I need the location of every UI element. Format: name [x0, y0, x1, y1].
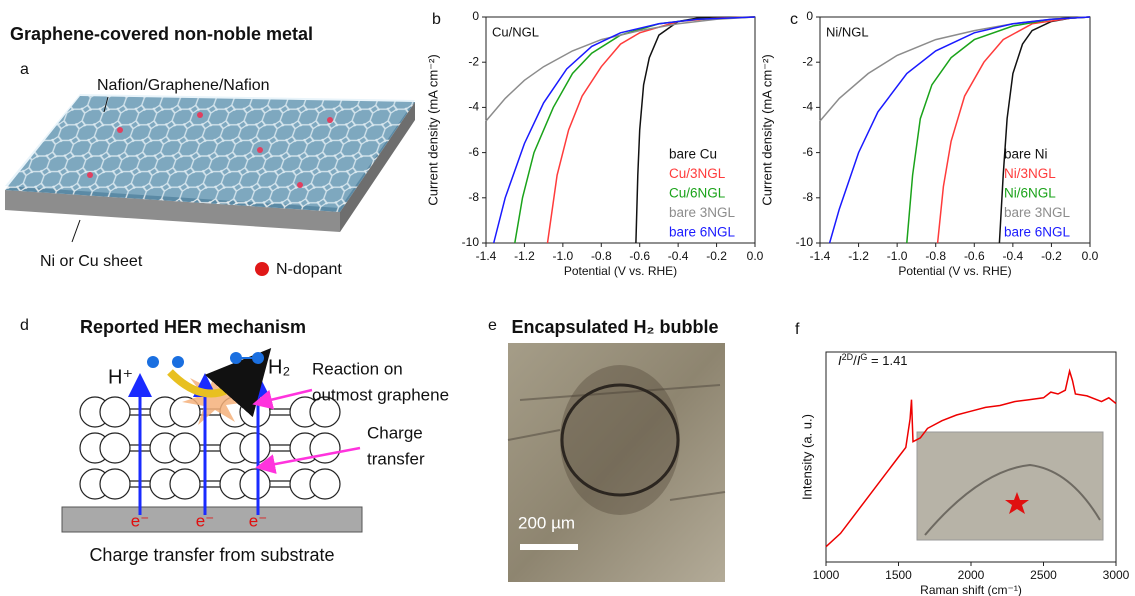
label: Nafion/Graphene/Nafion: [97, 77, 270, 94]
carbon: [170, 469, 200, 499]
x-axis-label: Potential (V vs. RHE): [898, 264, 1011, 278]
x-tick-label: 1500: [885, 568, 912, 582]
carbon: [100, 433, 130, 463]
proton-icon: [147, 356, 159, 368]
reaction-arrow: [170, 372, 250, 394]
x-axis-label: Potential (V vs. RHE): [564, 264, 677, 278]
legend-entry: bare 3NGL: [1004, 205, 1071, 220]
x-tick-label: -0.2: [1041, 249, 1062, 263]
x-tick-label: -0.6: [629, 249, 650, 263]
x-tick-label: -1.2: [514, 249, 535, 263]
y-tick-label: -6: [468, 145, 479, 159]
x-tick-label: -1.0: [887, 249, 908, 263]
y-tick-label: -2: [468, 54, 479, 68]
panel-letter: d: [20, 317, 29, 334]
annotation: I2D/IG = 1.41: [838, 352, 908, 368]
panel-title: Reported HER mechanism: [80, 317, 306, 337]
annotation-part: = 1.41: [867, 353, 907, 368]
carbon: [240, 469, 270, 499]
y-tick-label: 0: [806, 9, 813, 23]
panel-title: Encapsulated H₂ bubble: [511, 317, 718, 337]
panel-title: Graphene-covered non-noble metal: [10, 24, 313, 44]
x-tick-label: -0.4: [668, 249, 689, 263]
x-tick-label: -0.4: [1003, 249, 1024, 263]
micrograph: [508, 343, 725, 582]
x-tick-label: 2000: [958, 568, 985, 582]
label: H⁺: [108, 366, 133, 388]
x-tick-label: -1.4: [476, 249, 497, 263]
x-tick-label: -0.8: [591, 249, 612, 263]
annotation-part: G: [860, 352, 867, 362]
y-tick-label: 0: [472, 9, 479, 23]
legend-entry: bare Ni: [1004, 147, 1048, 162]
x-tick-label: -1.4: [810, 249, 831, 263]
legend-entry: bare 6NGL: [1004, 225, 1071, 240]
annotation: Ni/NGL: [826, 24, 869, 39]
annotation: Cu/NGL: [492, 24, 539, 39]
x-tick-label: 0.0: [1082, 249, 1099, 263]
y-tick-label: -8: [468, 190, 479, 204]
y-tick-label: -6: [802, 145, 813, 159]
x-tick-label: 1000: [813, 568, 840, 582]
x-tick-label: -1.0: [553, 249, 574, 263]
carbon: [310, 469, 340, 499]
legend-entry: bare 3NGL: [669, 205, 736, 220]
x-tick-label: -0.8: [925, 249, 946, 263]
legend-entry: Cu/3NGL: [669, 166, 726, 181]
label: transfer: [367, 449, 425, 468]
h2-icon: [230, 352, 242, 364]
electron-label: e⁻: [249, 511, 267, 530]
x-tick-label: 3000: [1103, 568, 1130, 582]
h2-icon: [252, 352, 264, 364]
label: Charge: [367, 423, 423, 442]
caption: Charge transfer from substrate: [89, 545, 334, 565]
carbon: [100, 397, 130, 427]
label: outmost graphene: [312, 385, 449, 404]
x-axis-label: Raman shift (cm⁻¹): [920, 583, 1022, 596]
y-tick-label: -4: [802, 100, 813, 114]
x-tick-label: 2500: [1030, 568, 1057, 582]
y-axis-label: Current density (mA cm⁻²): [759, 54, 774, 205]
label: Ni or Cu sheet: [40, 253, 143, 270]
legend-entry: Ni/6NGL: [1004, 186, 1056, 201]
y-axis-label: Intensity (a. u.): [799, 414, 814, 500]
legend-entry: Cu/6NGL: [669, 186, 726, 201]
proton-icon: [172, 356, 184, 368]
label: Reaction on: [312, 359, 403, 378]
carbon: [100, 469, 130, 499]
x-tick-label: -1.2: [848, 249, 869, 263]
electron-label: e⁻: [131, 511, 149, 530]
legend-entry: bare 6NGL: [669, 225, 736, 240]
legend-entry: bare Cu: [669, 147, 717, 162]
panel-letter: c: [790, 11, 798, 28]
figure: Graphene-covered non-noble metal a Nafio…: [0, 0, 1135, 596]
panel-letter: b: [432, 11, 441, 28]
legend-entry: Ni/3NGL: [1004, 166, 1056, 181]
x-tick-label: 0.0: [747, 249, 764, 263]
page: Graphene-covered non-noble metal a Nafio…: [0, 0, 1135, 596]
scale-label: 200 µm: [518, 513, 575, 532]
y-tick-label: -4: [468, 100, 479, 114]
y-axis-label: Current density (mA cm⁻²): [425, 54, 440, 205]
panel-letter: e: [488, 317, 497, 334]
y-tick-label: -10: [462, 235, 480, 249]
annotation-part: 2D: [842, 352, 854, 362]
label: H₂: [268, 356, 290, 378]
carbon: [310, 433, 340, 463]
y-tick-label: -10: [796, 235, 814, 249]
y-tick-label: -8: [802, 190, 813, 204]
carbon: [240, 433, 270, 463]
y-tick-label: -2: [802, 54, 813, 68]
panel-letter: a: [20, 61, 29, 78]
inset-photo: [917, 432, 1103, 540]
carbon: [170, 433, 200, 463]
electron-label: e⁻: [196, 511, 214, 530]
label: N-dopant: [276, 261, 342, 278]
x-tick-label: -0.6: [964, 249, 985, 263]
panel-letter: f: [795, 321, 800, 338]
x-tick-label: -0.2: [706, 249, 727, 263]
illustration: [5, 94, 415, 276]
